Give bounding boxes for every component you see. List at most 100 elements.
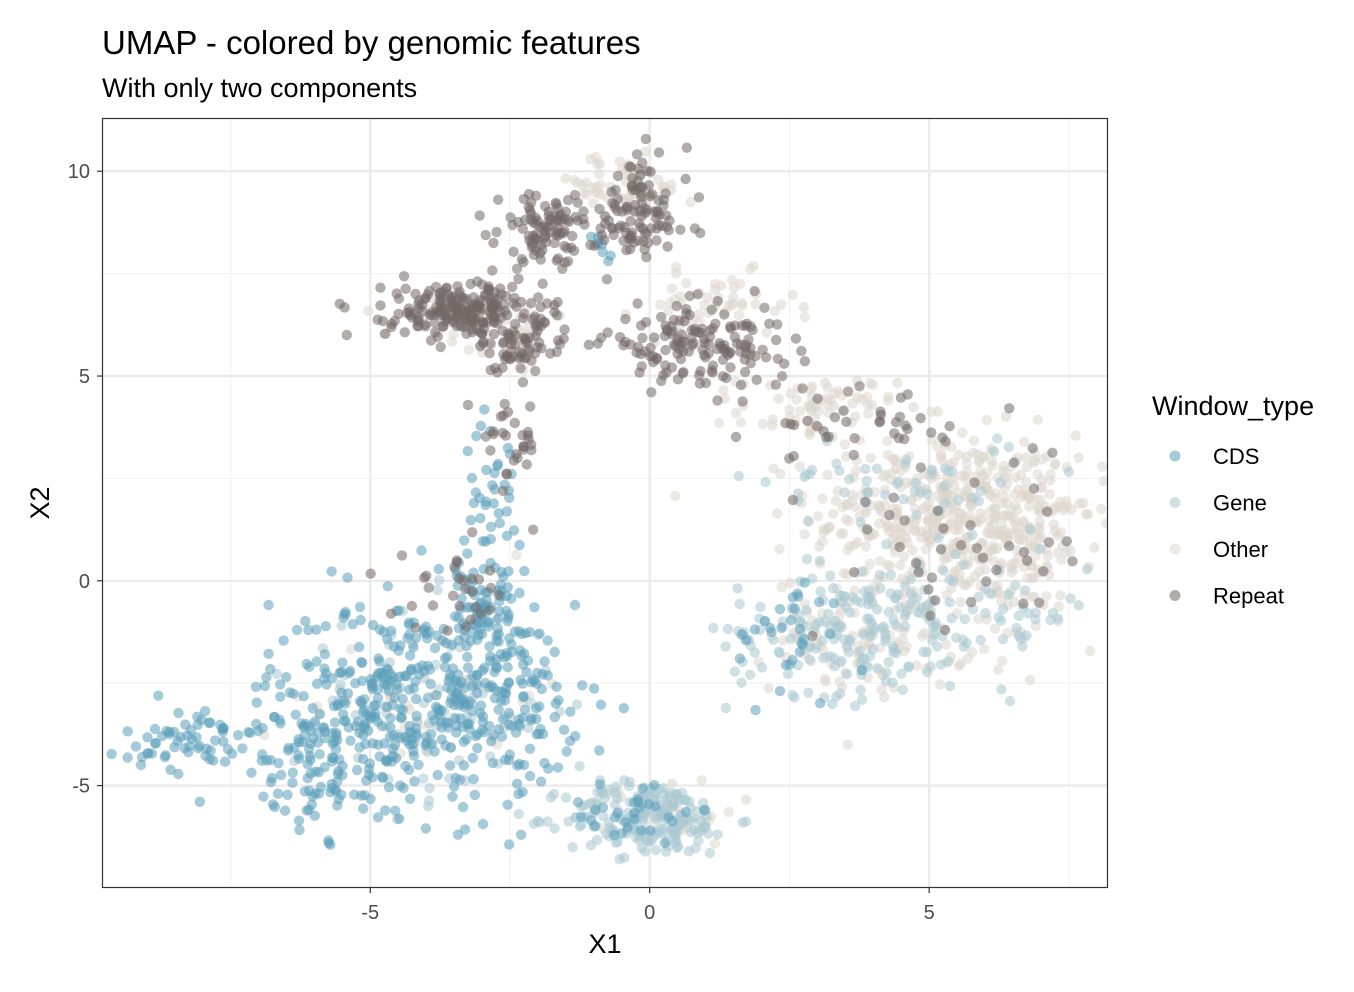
point-other: [794, 461, 806, 472]
point-gene: [1010, 580, 1021, 591]
point-gene: [773, 646, 784, 657]
point-cds: [314, 749, 325, 760]
point-gene: [868, 625, 879, 637]
point-other: [787, 289, 798, 301]
point-other: [899, 645, 910, 657]
point-cds: [380, 805, 391, 816]
point-other: [671, 261, 682, 273]
point-cds: [492, 662, 503, 673]
point-other: [773, 393, 784, 404]
point-gene: [805, 468, 816, 480]
point-cds: [597, 246, 608, 258]
point-repeat: [652, 207, 663, 218]
point-gene: [545, 792, 557, 803]
point-repeat: [489, 299, 501, 310]
point-other: [955, 658, 966, 669]
point-repeat: [1008, 457, 1019, 468]
point-gene: [922, 666, 933, 678]
point-repeat: [641, 251, 652, 263]
point-repeat: [601, 274, 613, 285]
point-repeat: [626, 181, 638, 192]
point-gene: [905, 589, 916, 600]
point-cds: [194, 740, 205, 752]
point-cds: [418, 665, 430, 677]
point-gene: [685, 826, 696, 838]
point-repeat: [386, 318, 398, 330]
point-repeat: [706, 304, 717, 315]
point-gene: [740, 816, 752, 827]
point-cds: [429, 642, 441, 654]
point-other: [898, 551, 910, 562]
point-cds: [404, 793, 416, 804]
point-gene: [619, 852, 630, 863]
point-cds: [408, 642, 419, 653]
point-cds: [500, 687, 511, 698]
point-cds: [336, 687, 347, 698]
point-cds: [342, 572, 353, 583]
point-cds: [265, 663, 276, 675]
point-repeat: [491, 226, 502, 238]
point-repeat: [385, 608, 397, 619]
point-cds: [433, 563, 444, 575]
point-repeat: [442, 625, 453, 636]
point-cds: [282, 789, 293, 800]
point-repeat: [639, 203, 650, 214]
point-cds: [814, 596, 825, 608]
point-repeat: [499, 398, 510, 410]
point-repeat: [661, 367, 672, 378]
series-repeat: [334, 133, 1078, 642]
point-cds: [439, 653, 451, 664]
point-cds: [311, 678, 323, 689]
point-other: [1078, 497, 1089, 509]
point-repeat: [509, 417, 520, 429]
point-gene: [935, 659, 947, 670]
point-gene: [639, 846, 651, 857]
point-cds: [359, 694, 370, 705]
point-other: [784, 578, 796, 589]
point-repeat: [508, 326, 519, 337]
point-gene: [859, 586, 870, 597]
point-cds: [311, 656, 322, 667]
point-cds: [451, 720, 462, 731]
point-repeat: [563, 216, 575, 227]
point-repeat: [460, 621, 472, 632]
point-cds: [504, 839, 515, 850]
point-repeat: [735, 379, 747, 391]
point-gene: [856, 566, 868, 577]
point-cds: [185, 724, 197, 736]
point-cds: [477, 665, 488, 676]
point-repeat: [799, 356, 811, 367]
point-cds: [319, 762, 330, 773]
point-repeat: [915, 462, 926, 473]
point-cds: [475, 618, 486, 629]
point-gene: [1019, 585, 1031, 596]
point-cds: [461, 640, 472, 652]
point-repeat: [417, 306, 428, 317]
point-cds: [330, 785, 341, 796]
point-other: [817, 493, 828, 504]
point-repeat: [900, 420, 911, 431]
point-other: [1017, 515, 1029, 527]
point-cds: [328, 736, 340, 747]
point-repeat: [606, 186, 617, 198]
point-cds: [514, 758, 525, 770]
point-repeat: [662, 241, 673, 252]
point-cds: [135, 759, 147, 771]
point-gene: [1082, 564, 1093, 575]
point-cds: [327, 673, 338, 684]
point-gene: [684, 796, 695, 807]
point-repeat: [684, 290, 695, 302]
point-cds: [629, 807, 640, 819]
point-repeat: [451, 320, 462, 331]
point-repeat: [488, 328, 500, 340]
point-repeat: [884, 509, 895, 521]
point-cds: [483, 720, 495, 732]
point-cds: [420, 823, 432, 834]
point-other: [838, 528, 849, 539]
point-cds: [518, 648, 530, 659]
point-repeat: [729, 331, 741, 343]
point-cds: [659, 837, 670, 849]
point-cds: [297, 736, 308, 748]
point-other: [784, 404, 795, 415]
point-gene: [921, 646, 932, 658]
